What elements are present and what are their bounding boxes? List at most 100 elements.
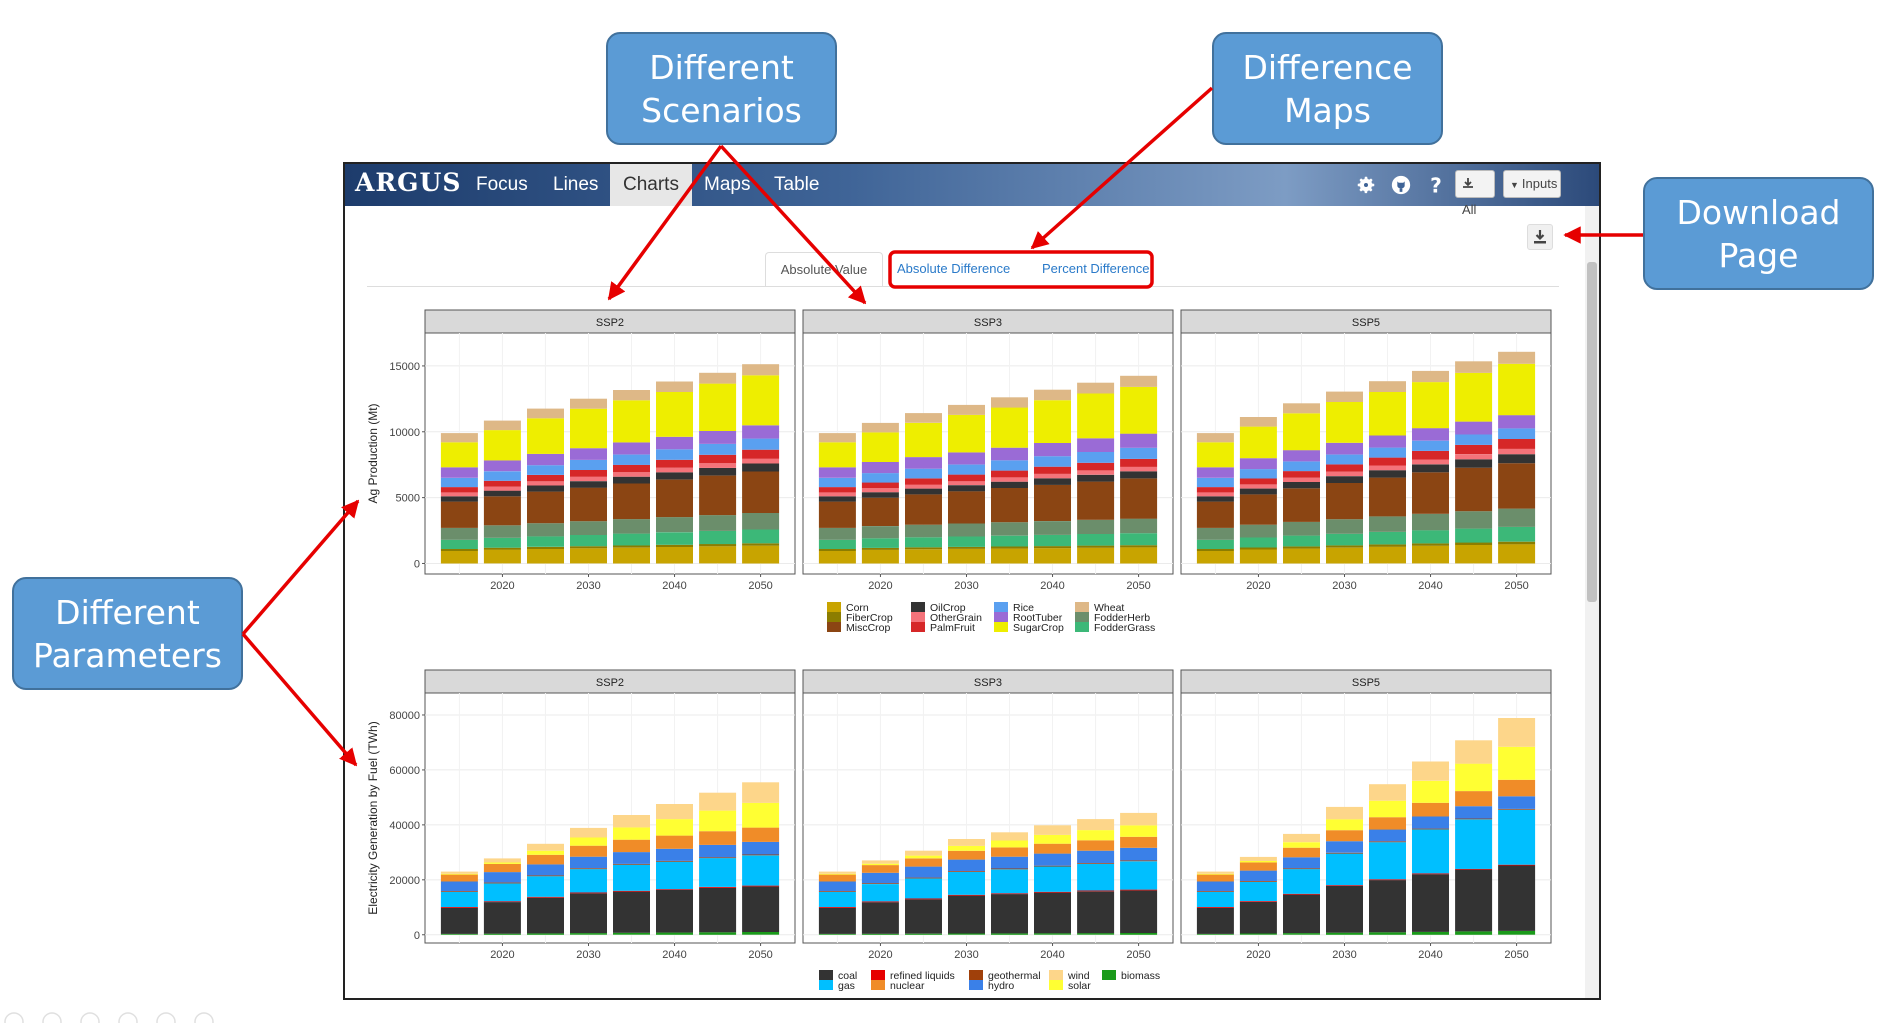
bar-segment (570, 893, 607, 934)
bar-segment (742, 545, 780, 564)
bar-segment (1498, 808, 1536, 810)
download-page-button[interactable] (1527, 224, 1553, 250)
plot-panel (424, 332, 796, 575)
legend-swatch (911, 602, 925, 612)
bar-segment (818, 539, 856, 549)
bar-segment (483, 471, 521, 481)
bar-segment (1120, 458, 1158, 467)
bar-segment (1196, 907, 1234, 908)
bar-segment (699, 858, 737, 887)
bar-segment (1239, 484, 1277, 489)
bar-segment (1326, 819, 1363, 831)
bar-segment (527, 475, 564, 482)
bar-segment (613, 839, 650, 853)
svg-text:?: ? (1430, 174, 1442, 196)
gear-icon[interactable] (1355, 174, 1377, 196)
bar-segment (1369, 470, 1406, 478)
bar-segment (1120, 847, 1158, 861)
bar-segment (570, 837, 607, 846)
bar-segment (1369, 932, 1406, 935)
bar-segment (1077, 462, 1115, 471)
bar-segment (1196, 881, 1234, 892)
bar-segment (861, 933, 899, 935)
bar-segment (1369, 465, 1406, 471)
bar-segment (1239, 856, 1277, 861)
bar-segment (1326, 442, 1363, 455)
x-tick-label: 2040 (662, 580, 686, 592)
legend-swatch (1049, 980, 1063, 990)
bar-segment (905, 524, 942, 538)
x-tick-label: 2030 (954, 580, 978, 592)
bar-segment (1455, 931, 1493, 935)
bar-segment (1034, 400, 1071, 443)
bar-segment (1120, 812, 1158, 826)
bar-segment (1326, 519, 1363, 534)
tab-lines[interactable]: Lines (553, 174, 599, 195)
bar-segment (1034, 866, 1071, 892)
bar-segment (991, 481, 1028, 488)
bar-segment (1455, 868, 1493, 870)
bar-segment (905, 413, 942, 423)
bar-segment (1239, 488, 1277, 495)
callout-download-page-text: Download Page (1676, 192, 1841, 275)
bar-segment (948, 485, 985, 492)
bar-segment (440, 527, 478, 540)
bar-segment (1283, 488, 1320, 522)
bar-segment (1455, 806, 1493, 819)
bar-segment (1498, 746, 1536, 780)
bar-segment (613, 483, 650, 520)
bar-segment (1034, 891, 1071, 893)
bar-segment (905, 899, 942, 934)
x-tick-label: 2050 (748, 580, 772, 592)
bar-segment (440, 907, 478, 908)
bar-segment (613, 454, 650, 465)
bar-segment (742, 375, 780, 426)
bar-segment (1369, 532, 1406, 545)
bar-segment (1283, 847, 1320, 858)
bar-segment (861, 473, 899, 483)
bar-segment (1498, 796, 1536, 809)
bar-segment (440, 467, 478, 478)
bar-segment (483, 490, 521, 497)
scrollbar-thumb[interactable] (1587, 262, 1597, 602)
bar-segment (861, 549, 899, 564)
bar-segment (1077, 933, 1115, 935)
bar-segment (483, 882, 521, 884)
bar-segment (1412, 472, 1449, 514)
bar-segment (699, 887, 737, 888)
bar-segment (1034, 466, 1071, 474)
bar-segment (613, 852, 650, 864)
bar-segment (905, 877, 942, 879)
bar-segment (613, 891, 650, 933)
bar-segment (1283, 403, 1320, 414)
bar-segment (1412, 464, 1449, 473)
bar-segment (1120, 861, 1158, 890)
bar-segment (1196, 539, 1234, 549)
bar-segment (483, 460, 521, 472)
bar-segment (905, 537, 942, 548)
download-all-button[interactable]: All (1455, 170, 1495, 217)
bar-segment (527, 843, 564, 851)
bar-segment (1077, 534, 1115, 546)
help-icon[interactable]: ? (1425, 174, 1447, 196)
legend-swatch (827, 602, 841, 612)
bar-segment (1498, 809, 1536, 865)
bar-segment (1283, 857, 1320, 869)
legend-swatch (994, 622, 1008, 632)
bar-segment (570, 548, 607, 564)
github-icon[interactable] (1390, 174, 1412, 196)
bar-segment (1455, 542, 1493, 545)
tab-focus[interactable]: Focus (476, 174, 528, 195)
bar-segment (991, 477, 1028, 482)
bar-segment (1196, 433, 1234, 443)
bar-segment (613, 545, 650, 548)
vertical-scrollbar[interactable] (1585, 206, 1599, 998)
inputs-dropdown-button[interactable]: ▼ Inputs (1503, 170, 1561, 198)
bar-segment (1455, 545, 1493, 564)
slide-decoration-dots (4, 1012, 214, 1023)
bar-segment (656, 459, 693, 468)
bar-segment (1498, 864, 1536, 866)
legend-label: MiscCrop (846, 622, 890, 634)
bar-segment (1239, 862, 1277, 871)
bar-segment (1455, 467, 1493, 512)
